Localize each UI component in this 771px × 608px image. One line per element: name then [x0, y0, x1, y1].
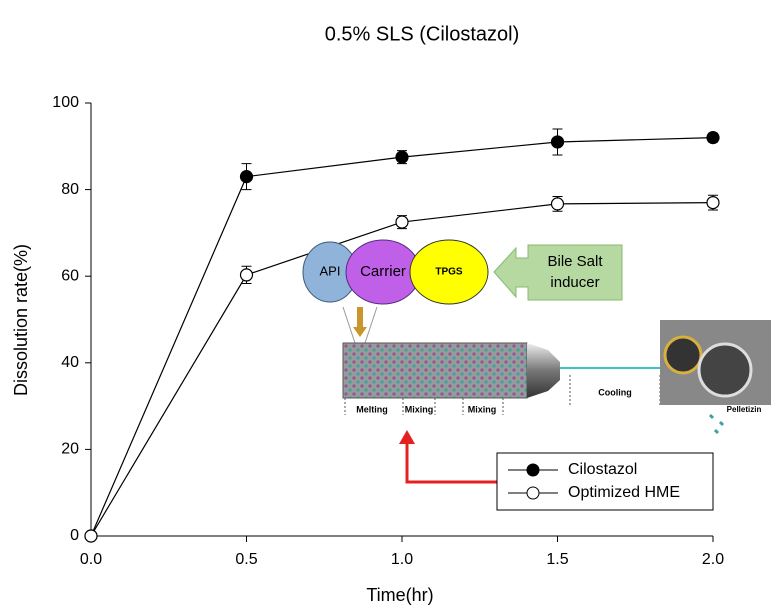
x-tick-label: 0.0: [80, 551, 102, 568]
marker: [241, 269, 253, 281]
x-tick-label: 1.5: [546, 551, 568, 568]
marker: [85, 530, 97, 542]
red-arrow: [407, 442, 500, 482]
red-arrow-head: [399, 430, 415, 444]
y-tick-label: 20: [61, 441, 79, 458]
marker: [241, 171, 253, 183]
legend-marker: [527, 487, 539, 499]
extruder-barrel: [343, 343, 527, 398]
annotation: Pelletizin: [727, 405, 762, 414]
marker: [707, 197, 719, 209]
x-tick-label: 0.5: [235, 551, 257, 568]
annotation: Mixing: [405, 404, 434, 414]
pelletizer-cutter: [699, 344, 751, 396]
feed-arrow: [357, 307, 363, 329]
marker: [707, 132, 719, 144]
annotation: TPGS: [435, 267, 463, 278]
x-tick-label: 2.0: [702, 551, 724, 568]
illustration: API Carrier TPGS Bile Salt inducer Melti…: [303, 240, 771, 482]
y-tick-label: 60: [61, 267, 79, 284]
marker: [552, 136, 564, 148]
y-tick-label: 40: [61, 354, 79, 371]
pellets: [710, 415, 723, 433]
annotation: Melting: [356, 404, 388, 414]
y-tick-label: 80: [61, 181, 79, 198]
marker: [396, 216, 408, 228]
marker: [552, 198, 564, 210]
extruder-die: [527, 343, 560, 398]
feed-guide: [365, 307, 377, 343]
annotation: Mixing: [468, 404, 497, 414]
x-tick-label: 1.0: [391, 551, 413, 568]
annotation: Carrier: [360, 263, 406, 280]
annotation: Bile Salt: [547, 253, 603, 270]
chart-title: 0.5% SLS (Cilostazol): [325, 23, 520, 45]
marker: [396, 151, 408, 163]
feed-arrow-head: [353, 327, 367, 337]
legend-marker: [527, 464, 539, 476]
feed-guide: [343, 307, 355, 343]
y-tick-label: 100: [52, 94, 79, 111]
chart: 0.5% SLS (Cilostazol) Time(hr) Dissoluti…: [0, 0, 771, 608]
legend-label: Cilostazol: [568, 461, 637, 478]
legend-label: Optimized HME: [568, 484, 680, 501]
annotation: inducer: [550, 274, 599, 291]
y-axis-label: Dissolution rate(%): [11, 244, 31, 396]
pelletizer-roll: [665, 337, 701, 373]
annotation: Cooling: [598, 387, 632, 397]
annotation: API: [320, 263, 341, 278]
x-axis-label: Time(hr): [366, 585, 433, 605]
y-tick-label: 0: [70, 527, 79, 544]
